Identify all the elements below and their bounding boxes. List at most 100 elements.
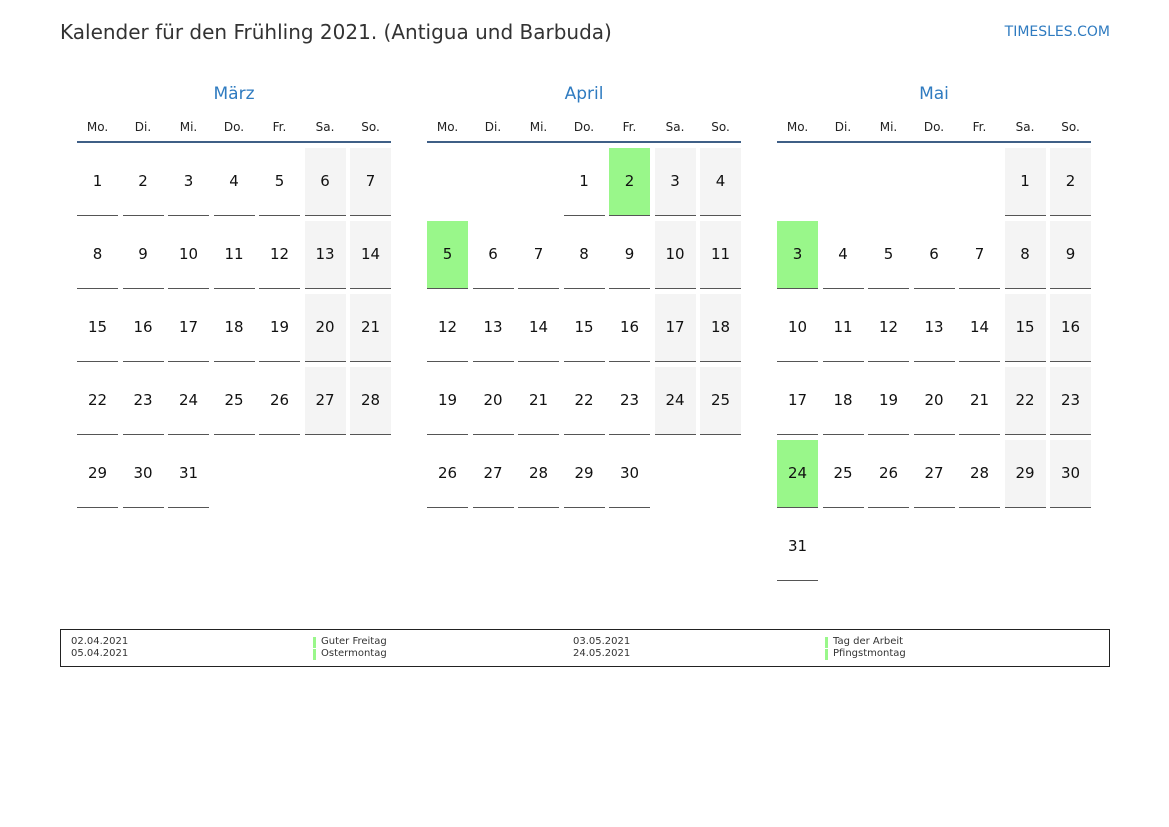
day-cell: 30 [122, 440, 164, 508]
legend-date: 24.05.2021 [573, 648, 631, 659]
day-cell: 13 [304, 221, 346, 289]
weekday-header: Mo. [86, 120, 109, 134]
legend-date: 05.04.2021 [71, 648, 129, 659]
day-cell: 24 [168, 367, 209, 435]
day-cell: 7 [518, 221, 559, 289]
day-cell: 20 [304, 294, 346, 362]
legend-date: 03.05.2021 [573, 636, 631, 647]
day-cell: 21 [959, 367, 1000, 435]
day-cell: 14 [518, 294, 559, 362]
day-cell: 17 [168, 294, 209, 362]
month-name: April [564, 84, 604, 104]
weekday-header: Sa. [665, 120, 685, 134]
day-cell: 8 [563, 221, 605, 289]
legend-date: 02.04.2021 [71, 636, 129, 647]
day-cell: 25 [700, 367, 741, 435]
day-cell: 30 [609, 440, 650, 508]
day-cell: 7 [959, 221, 1000, 289]
day-cell: 1 [77, 148, 118, 216]
weekday-header: Fr. [972, 120, 987, 134]
weekday-header: Mo. [436, 120, 459, 134]
day-cell: 27 [913, 440, 955, 508]
day-cell: 30 [1050, 440, 1091, 508]
day-cell: 8 [1004, 221, 1046, 289]
weekday-header: Sa. [315, 120, 335, 134]
page-title: Kalender für den Frühling 2021. (Antigua… [60, 20, 612, 44]
day-cell: 3 [168, 148, 209, 216]
weekday-header: Do. [923, 120, 945, 134]
month-2: Mai Mo. Di. Mi. Do. Fr. Sa. So. 1 2 3 4 5 6 7 8 9 10 11 12 1… [777, 84, 1091, 581]
day-cell: 6 [913, 221, 955, 289]
weekday-header: Di. [834, 120, 852, 134]
day-cell: 6 [472, 221, 514, 289]
month-0: März Mo. Di. Mi. Do. Fr. Sa. So. 1 2 3 4 5 6 7 8 9 10 11 12… [77, 84, 391, 508]
day-cell: 16 [122, 294, 164, 362]
holiday-legend: 02.04.2021 Guter Freitag 05.04.2021 Ostermo… [60, 629, 1110, 667]
day-cell: 27 [472, 440, 514, 508]
day-cell: 18 [822, 367, 864, 435]
weekday-header: Do. [573, 120, 595, 134]
day-cell: 12 [427, 294, 468, 362]
day-cell: 1 [563, 148, 605, 216]
weekday-header: Sa. [1015, 120, 1035, 134]
weekday-header: Mo. [786, 120, 809, 134]
day-cell: 7 [350, 148, 391, 216]
month-name: Mai [919, 84, 949, 104]
weekday-header: So. [711, 120, 730, 134]
day-cell: 20 [913, 367, 955, 435]
day-cell: 22 [1004, 367, 1046, 435]
day-cell: 18 [700, 294, 741, 362]
day-cell: 10 [654, 221, 696, 289]
day-cell: 29 [77, 440, 118, 508]
day-cell: 23 [122, 367, 164, 435]
day-cell: 26 [868, 440, 909, 508]
day-cell: 1 [1004, 148, 1046, 216]
day-cell: 17 [654, 294, 696, 362]
day-cell: 31 [168, 440, 209, 508]
day-cell: 25 [822, 440, 864, 508]
day-cell: 22 [77, 367, 118, 435]
day-cell: 4 [700, 148, 741, 216]
day-cell: 22 [563, 367, 605, 435]
day-cell: 9 [122, 221, 164, 289]
day-cell: 29 [563, 440, 605, 508]
day-cell: 2 [1050, 148, 1091, 216]
day-cell: 14 [350, 221, 391, 289]
weekday-header: So. [361, 120, 380, 134]
holiday-day-cell: 5 [427, 221, 468, 289]
day-cell: 15 [563, 294, 605, 362]
day-cell: 8 [77, 221, 118, 289]
day-cell: 6 [304, 148, 346, 216]
legend-holiday-name: Ostermontag [321, 648, 387, 659]
day-cell: 28 [350, 367, 391, 435]
day-cell: 4 [213, 148, 255, 216]
brand-link[interactable]: TIMESLES.COM [1004, 24, 1110, 40]
day-cell: 26 [259, 367, 300, 435]
day-cell: 13 [913, 294, 955, 362]
day-cell: 3 [654, 148, 696, 216]
weekday-header: Mi. [179, 120, 198, 134]
day-cell: 21 [518, 367, 559, 435]
day-cell: 27 [304, 367, 346, 435]
day-cell: 4 [822, 221, 864, 289]
holiday-day-cell: 2 [609, 148, 650, 216]
day-cell: 28 [959, 440, 1000, 508]
legend-holiday-name: Pfingstmontag [833, 648, 906, 659]
weekday-header: Do. [223, 120, 245, 134]
day-cell: 19 [259, 294, 300, 362]
day-cell: 26 [427, 440, 468, 508]
weekday-header: Mi. [529, 120, 548, 134]
holiday-color-marker [313, 649, 316, 660]
holiday-color-marker [825, 649, 828, 660]
month-name: März [213, 84, 255, 104]
day-cell: 12 [868, 294, 909, 362]
day-cell: 15 [77, 294, 118, 362]
day-cell: 20 [472, 367, 514, 435]
weekday-header: Mi. [879, 120, 898, 134]
day-cell: 28 [518, 440, 559, 508]
day-cell: 10 [168, 221, 209, 289]
day-cell: 23 [1050, 367, 1091, 435]
day-cell: 19 [868, 367, 909, 435]
day-cell: 11 [822, 294, 864, 362]
day-cell: 11 [700, 221, 741, 289]
